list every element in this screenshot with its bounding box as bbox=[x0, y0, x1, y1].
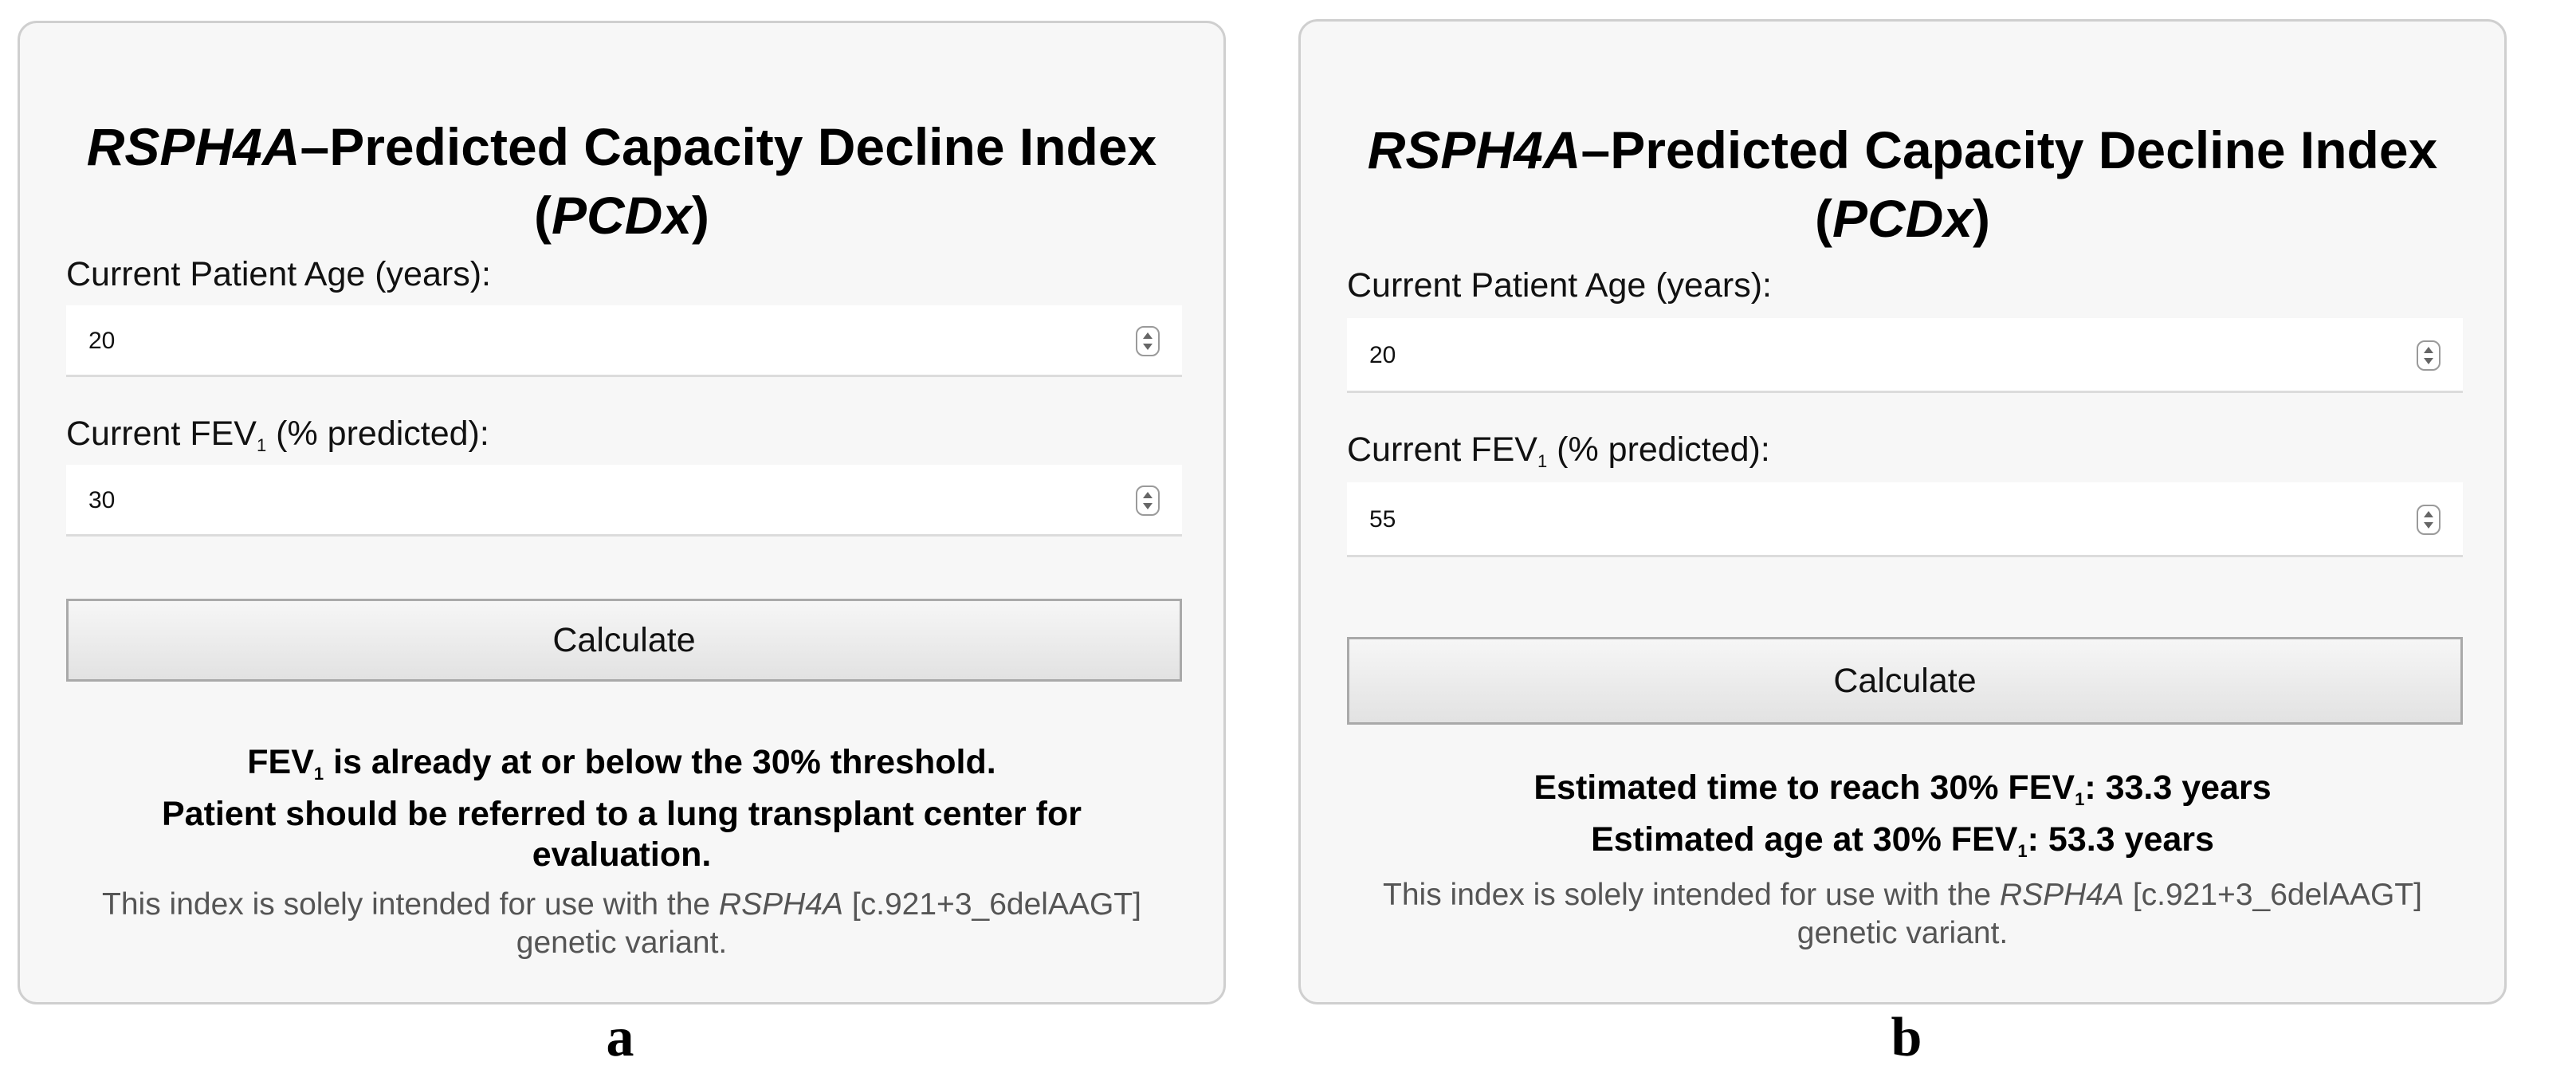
disclaimer-gene: RSPH4A bbox=[718, 887, 843, 922]
result-line1-text: FEV bbox=[247, 743, 314, 781]
result-line2-text: Estimated age at 30% FEV bbox=[1591, 820, 2018, 859]
title-abbreviation: PCDx bbox=[551, 186, 693, 245]
result-line2: Patient should be referred to a lung tra… bbox=[161, 795, 1082, 874]
disclaimer: This index is solely intended for use wi… bbox=[68, 886, 1176, 962]
title-close-paren: ) bbox=[1973, 189, 1991, 248]
title-close-paren: ) bbox=[692, 186, 710, 245]
disclaimer-suffix: [c.921+3_6delAAGT] genetic variant. bbox=[1797, 878, 2422, 950]
fev-input[interactable]: 55 bbox=[1347, 482, 2463, 557]
disclaimer-text: This index is solely intended for use wi… bbox=[102, 887, 719, 922]
spinner-icon[interactable] bbox=[1136, 326, 1160, 356]
disclaimer: This index is solely intended for use wi… bbox=[1349, 876, 2456, 953]
age-input[interactable]: 20 bbox=[66, 305, 1182, 377]
age-input[interactable]: 20 bbox=[1347, 318, 2463, 393]
fev-input[interactable]: 30 bbox=[66, 465, 1182, 537]
result-line2-subscript: 1 bbox=[2017, 841, 2028, 861]
panel-label: b bbox=[1891, 1007, 1922, 1068]
title-open-paren: ( bbox=[1814, 189, 1832, 248]
calculate-button[interactable]: Calculate bbox=[1347, 637, 2463, 725]
age-label: Current Patient Age (years): bbox=[66, 255, 491, 293]
disclaimer-gene: RSPH4A bbox=[1999, 878, 2124, 912]
fev-label-subscript: 1 bbox=[256, 435, 267, 455]
spinner-icon[interactable] bbox=[1136, 485, 1160, 516]
result-line2-suffix: : 53.3 years bbox=[2027, 820, 2214, 859]
result-line1-suffix: is already at or below the 30% threshold… bbox=[324, 743, 996, 781]
panel-label: a bbox=[606, 1007, 634, 1068]
fev-label-text: Current FEV bbox=[66, 415, 257, 453]
calculator-card: RSPH4A–Predicted Capacity Decline Index … bbox=[1298, 19, 2507, 1004]
fev-label: Current FEV1 (% predicted): bbox=[66, 414, 489, 466]
disclaimer-suffix: [c.921+3_6delAAGT] genetic variant. bbox=[516, 887, 1141, 960]
spinner-icon[interactable] bbox=[2417, 340, 2441, 371]
age-value: 20 bbox=[88, 328, 116, 354]
fev-label-subscript: 1 bbox=[1537, 451, 1548, 471]
title-gene: RSPH4A bbox=[86, 117, 300, 176]
fev-label-text: Current FEV bbox=[1347, 430, 1537, 469]
result-line1-text: Estimated time to reach 30% FEV bbox=[1533, 769, 2075, 807]
title-gene: RSPH4A bbox=[1367, 120, 1581, 179]
fev-value: 55 bbox=[1369, 506, 1396, 533]
title-open-paren: ( bbox=[533, 186, 552, 245]
page-title: RSPH4A–Predicted Capacity Decline Index … bbox=[1301, 116, 2504, 253]
calculator-panel-a: RSPH4A–Predicted Capacity Decline Index … bbox=[8, 0, 1251, 1085]
disclaimer-text: This index is solely intended for use wi… bbox=[1383, 878, 2000, 912]
result-line1-subscript: 1 bbox=[2075, 789, 2085, 809]
fev-value: 30 bbox=[88, 487, 116, 513]
title-abbreviation: PCDx bbox=[1832, 189, 1973, 248]
result-message: Estimated time to reach 30% FEV1: 33.3 y… bbox=[1349, 768, 2456, 871]
calculate-button[interactable]: Calculate bbox=[66, 599, 1182, 682]
title-text: –Predicted Capacity Decline Index bbox=[300, 117, 1157, 176]
fev-label-suffix: (% predicted): bbox=[266, 415, 489, 453]
result-line1-suffix: : 33.3 years bbox=[2084, 769, 2272, 807]
fev-label-suffix: (% predicted): bbox=[1547, 430, 1770, 469]
title-text: –Predicted Capacity Decline Index bbox=[1581, 120, 2438, 179]
calculator-panel-b: RSPH4A–Predicted Capacity Decline Index … bbox=[1289, 0, 2532, 1085]
calculator-card: RSPH4A–Predicted Capacity Decline Index … bbox=[18, 21, 1226, 1004]
fev-label: Current FEV1 (% predicted): bbox=[1347, 430, 1770, 482]
result-message: FEV1 is already at or below the 30% thre… bbox=[68, 742, 1176, 875]
spinner-icon[interactable] bbox=[2417, 505, 2441, 535]
age-value: 20 bbox=[1369, 342, 1396, 368]
age-label: Current Patient Age (years): bbox=[1347, 266, 1772, 305]
result-line1-subscript: 1 bbox=[313, 764, 324, 784]
page-title: RSPH4A–Predicted Capacity Decline Index … bbox=[20, 112, 1223, 250]
